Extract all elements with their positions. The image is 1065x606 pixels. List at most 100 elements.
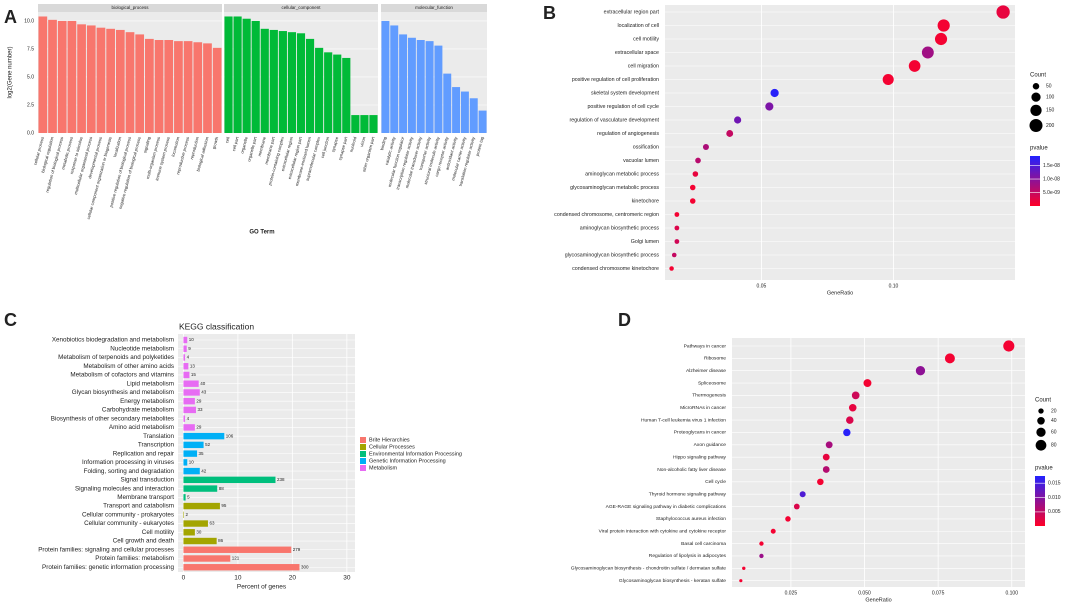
bar [390,25,399,134]
legend-label: Metabolism [369,465,398,471]
size-legend-label: 100 [1046,94,1055,100]
y-tick-label: localization of cell [617,23,659,29]
bar-count-label: 4 [187,416,190,421]
y-tick-label: 2.5 [27,102,34,108]
size-legend-dot [1035,439,1047,451]
dot [908,60,921,72]
bar-count-label: 86 [218,538,224,543]
y-tick-label: 10.0 [24,18,34,24]
x-tick-label: 0.100 [1005,590,1018,596]
dot [739,579,743,583]
y-tick-label: positive regulation of cell proliferatio… [572,77,659,83]
y-tick-label: condensed chromosome kinetochore [572,266,659,272]
panel-label: A [4,7,17,27]
x-tick-label: 0.10 [889,283,899,289]
y-tick-label: Lipid metabolism [127,380,174,387]
legend-label: Genetic Information Processing [369,458,446,464]
y-tick-label: extracellular region part [604,9,660,15]
legend-swatch [360,465,366,471]
x-tick-label: localization [112,136,122,158]
bar [251,20,260,133]
dot [822,466,830,473]
bar [305,38,315,134]
facet-strip [381,4,487,12]
size-legend-dot [1037,417,1045,425]
bar [145,38,154,134]
size-legend-dot [1030,104,1042,116]
x-tick-label: synapse part [337,135,348,160]
y-tick-label: Human T-cell leukemia virus 1 infection [641,417,726,423]
plot-panel [665,5,1015,280]
panel-label: B [543,3,556,23]
panel-label: D [618,310,631,330]
bar [183,380,199,387]
y-tick-label: Thyroid hormone signaling pathway [649,491,727,497]
size-legend-label: 60 [1051,430,1057,436]
bar-count-label: 29 [196,425,202,430]
dot [759,553,764,559]
x-tick-label: nucleoid [349,136,358,153]
bar-count-label: 43 [201,390,207,395]
bar [154,40,164,133]
bar [135,34,145,133]
bar [381,20,390,133]
y-tick-label: Nucleotide metabolism [110,345,174,352]
y-tick-label: Transport and catabolism [103,503,174,510]
bar [183,371,190,379]
x-tick-label: synapse [330,136,339,153]
bar [183,41,193,133]
bar-count-label: 15 [191,372,197,377]
bar-count-label: 35 [199,451,205,456]
y-tick-label: Hippo signaling pathway [673,454,727,460]
size-legend-label: 200 [1046,123,1055,129]
x-tick-label: 0.025 [785,590,798,596]
y-tick-label: Protein families: metabolism [95,555,174,562]
y-tick-label: Spliceosome [698,380,726,386]
bar-count-label: 300 [301,564,309,569]
bar [233,16,242,133]
dot [937,19,950,32]
bar [67,20,77,133]
dot [799,491,806,498]
color-legend-title: pvalue [1035,466,1053,472]
bar [183,432,225,440]
facet-panel [381,12,487,133]
bar [183,546,292,553]
bar [115,29,125,133]
x-tick-label: signaling [142,136,151,154]
facet-title: biological_process [111,5,149,10]
y-tick-label: Glycan biosynthesis and metabolism [72,389,174,396]
dot [702,143,709,151]
bar-count-label: 10 [189,460,195,465]
size-legend-label: 80 [1051,443,1057,449]
y-tick-label: Energy metabolism [120,398,174,405]
y-tick-label: Cell cycle [705,479,726,485]
x-tick-label: reproduction [189,136,200,160]
bar-count-label: 63 [209,521,215,526]
dot [825,441,833,449]
y-tick-label: extracellular space [615,50,659,56]
bar [434,45,443,133]
bar-count-label: 2 [185,512,188,517]
y-tick-label: AGE-RAGE signaling pathway in diabetic c… [606,504,727,510]
color-legend-label: 0.005 [1048,509,1061,515]
bar [183,424,195,431]
panel-label: C [4,310,17,330]
bar [203,43,212,133]
bar [425,41,434,133]
y-tick-label: Cell growth and death [113,538,175,545]
plot-panel [732,338,1025,587]
dot [863,379,872,388]
y-tick-label: condensed chromosome, centromeric region [554,212,659,218]
bar-count-label: 52 [205,442,211,447]
bar [183,336,188,344]
y-tick-label: Transcription [138,442,175,449]
y-tick-label: aminoglycan metabolic process [585,171,659,177]
y-tick-label: skeletal system development [591,90,660,96]
dot [765,102,774,111]
y-tick-label: Signal transduction [120,477,174,484]
y-tick-label: Cellular community - prokaryotes [82,511,174,518]
legend-label: Environmental Information Processing [369,451,462,457]
dot [851,391,860,400]
